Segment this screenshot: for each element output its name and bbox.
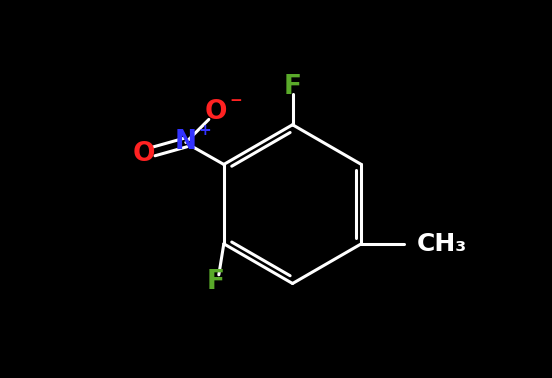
Text: O: O — [205, 99, 227, 125]
Text: −: − — [230, 93, 242, 108]
Text: F: F — [284, 74, 301, 100]
Text: N: N — [175, 129, 197, 155]
Text: CH₃: CH₃ — [416, 232, 466, 256]
Text: +: + — [198, 123, 211, 138]
Text: O: O — [132, 141, 155, 167]
Text: F: F — [207, 269, 225, 295]
